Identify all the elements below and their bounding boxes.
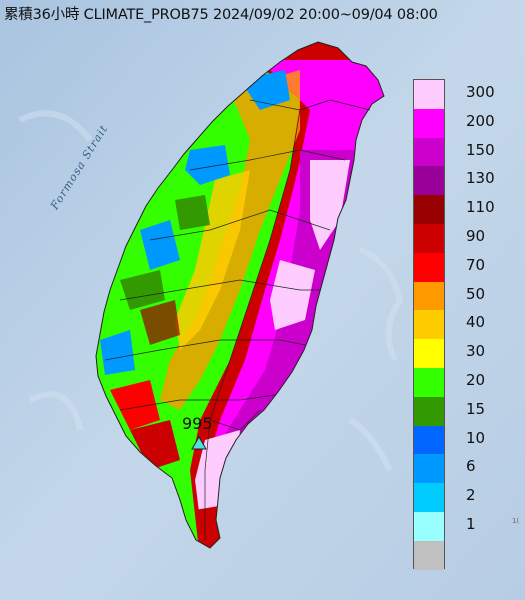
legend-label: 15 [466,399,486,418]
island-outline [95,41,385,549]
legend-swatch [414,80,444,109]
legend-swatch [414,281,444,311]
legend-swatch [414,512,444,541]
legend-label: 200 [466,111,495,130]
peak-marker-label: 995 [182,414,213,433]
legend-swatch [414,540,444,570]
legend-label: 300 [466,83,495,101]
legend-swatch [414,483,444,513]
legend-swatch [414,310,444,340]
legend-swatch [414,195,444,225]
legend-swatch [414,252,444,282]
legend-label: 6 [466,457,476,476]
legend-swatch [414,425,444,455]
legend-label: 50 [466,284,486,303]
legend-swatch [414,454,444,484]
legend-label: 110 [466,198,495,217]
sea-texture [18,110,404,472]
legend-swatch [414,224,444,253]
legend-swatch [414,137,444,167]
legend-swatch [414,166,444,196]
legend-swatch [414,108,444,138]
legend-label: 70 [466,255,486,274]
peak-marker-icon [191,436,207,450]
legend-label: 30 [466,342,486,361]
legend-label: 40 [466,313,486,332]
legend-label: 1 [466,515,476,533]
color-legend [413,79,445,570]
legend-label: 90 [466,227,486,245]
legend-label: 2 [466,486,476,505]
legend-swatch [414,396,444,426]
legend-swatch [414,368,444,397]
legend-label: 150 [466,140,495,159]
legend-label: 10 [466,428,486,447]
map-title: 累積36小時 CLIMATE_PROB75 2024/09/02 20:00~0… [4,7,438,23]
legend-label: 20 [466,371,486,389]
corner-fragment: 1( [512,517,520,525]
legend-swatch [414,339,444,369]
county-boundaries [104,99,371,540]
legend-label: 130 [466,169,495,188]
